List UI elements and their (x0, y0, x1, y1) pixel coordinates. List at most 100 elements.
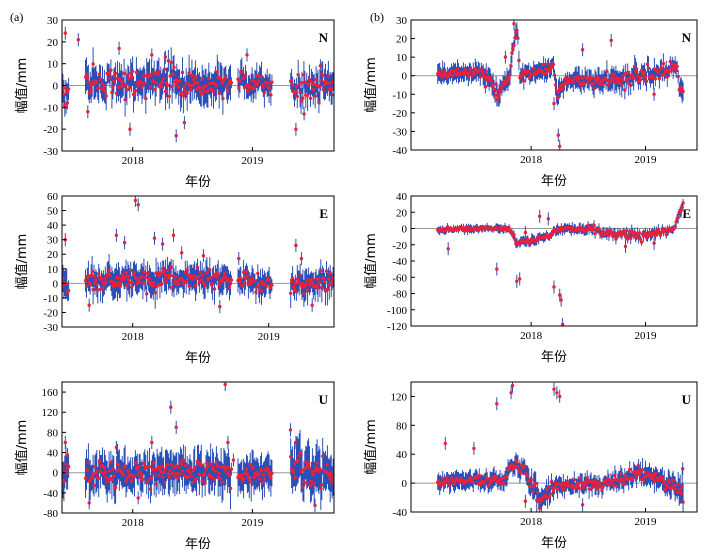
data-point (317, 276, 321, 281)
data-point (663, 488, 667, 492)
data-point (167, 94, 171, 99)
data-point (659, 66, 664, 70)
data-point (91, 472, 95, 476)
data-point (93, 465, 97, 469)
data-point (679, 208, 683, 212)
data-point (646, 66, 651, 71)
data-point (121, 85, 125, 89)
data-point (243, 73, 248, 77)
data-point (491, 82, 495, 87)
data-point (310, 303, 314, 307)
data-point (322, 280, 327, 284)
data-point (202, 472, 206, 476)
data-point (293, 475, 298, 480)
data-point (220, 81, 224, 85)
data-point (217, 91, 221, 95)
x-tick-label: 2018 (520, 154, 543, 166)
data-point (137, 280, 141, 284)
data-point (597, 77, 601, 81)
data-point (62, 86, 65, 90)
data-point (621, 478, 625, 483)
data-point (623, 244, 628, 249)
data-point (174, 464, 178, 468)
data-point (494, 474, 498, 479)
data-point (109, 461, 113, 465)
data-point (65, 101, 70, 105)
data-point (190, 474, 194, 479)
component-label: N (319, 30, 329, 45)
data-point (117, 46, 121, 51)
data-point (652, 92, 656, 97)
data-point (65, 90, 70, 94)
data-point (63, 31, 67, 35)
x-tick-label: 2019 (635, 154, 658, 166)
data-point (134, 276, 139, 281)
data-point (515, 460, 519, 464)
data-point (312, 482, 316, 486)
data-point (112, 79, 116, 83)
data-point (298, 451, 302, 455)
data-point (656, 71, 661, 75)
data-point (308, 483, 313, 488)
x-axis-title: 年份 (185, 351, 211, 366)
data-point (177, 465, 181, 470)
data-point (660, 477, 665, 481)
data-point (250, 79, 254, 83)
data-point (500, 86, 504, 91)
data-point (188, 84, 192, 88)
data-series (436, 199, 685, 326)
data-point (83, 278, 88, 283)
data-point (253, 79, 257, 83)
data-point (676, 215, 680, 220)
data-point (553, 83, 558, 87)
data-point (638, 237, 643, 241)
data-point (643, 470, 648, 474)
data-point (154, 482, 158, 486)
data-point (523, 464, 527, 469)
data-point (179, 90, 184, 95)
data-point (608, 483, 612, 487)
data-point (577, 76, 581, 80)
data-point (203, 283, 207, 288)
data-point (193, 81, 197, 86)
data-point (123, 98, 127, 102)
data-point (293, 90, 298, 94)
data-point (221, 480, 225, 484)
data-point (241, 284, 245, 288)
data-point (515, 28, 519, 32)
data-point (326, 277, 331, 281)
data-point (66, 288, 71, 293)
y-tick-label: 0 (53, 81, 59, 93)
y-tick-label: -30 (392, 126, 407, 138)
y-tick-label: 10 (47, 59, 59, 71)
data-point (671, 67, 675, 72)
plot-frame (410, 19, 698, 151)
data-point (173, 279, 177, 283)
data-point (613, 231, 617, 235)
data-point (66, 87, 71, 91)
y-tick-label: 40 (47, 448, 59, 460)
data-point (238, 79, 242, 84)
data-point (478, 75, 482, 79)
data-point (95, 282, 99, 287)
data-point (546, 485, 551, 489)
data-point (440, 480, 444, 485)
data-point (195, 459, 200, 463)
data-point (95, 80, 99, 84)
data-point (205, 271, 209, 275)
error-bars (437, 382, 684, 512)
x-tick-label: 2019 (635, 516, 658, 528)
data-point (633, 230, 637, 235)
component-label: U (682, 392, 692, 407)
data-point (223, 271, 227, 275)
data-point (118, 85, 123, 89)
data-point (512, 233, 516, 237)
data-point (161, 80, 165, 84)
data-point (132, 474, 137, 479)
data-point (328, 477, 332, 482)
data-point (136, 203, 140, 207)
data-point (245, 274, 250, 278)
y-tick-label: -10 (43, 293, 58, 305)
data-point (302, 112, 306, 116)
data-point (668, 59, 672, 64)
